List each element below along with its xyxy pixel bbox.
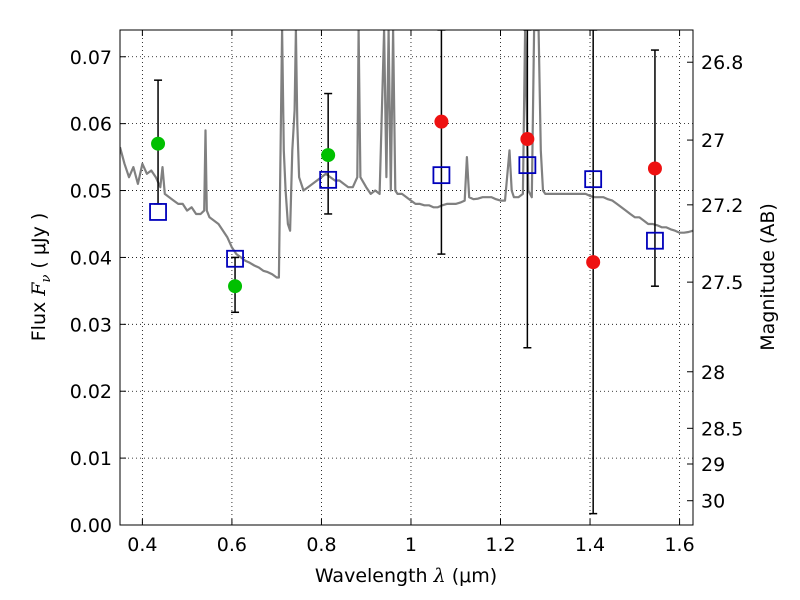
y-tick-label: 0.00	[70, 515, 112, 537]
y2-tick-label: 27	[701, 130, 725, 152]
data-point-circle	[151, 136, 166, 151]
y-axis-label: Flux Fν ( μJy )	[28, 213, 54, 342]
y-tick-label: 0.04	[70, 247, 112, 269]
x-tick-label: 0.6	[217, 534, 247, 556]
x-tick-label: 0.4	[127, 534, 157, 556]
y2-tick-label: 29	[701, 454, 725, 476]
data-point-circle	[520, 132, 535, 147]
data-point-square	[518, 156, 537, 175]
y2-axis-label: Magnitude (AB)	[757, 203, 779, 351]
spectrum-line	[120, 30, 693, 279]
data-point-circle	[647, 161, 662, 176]
data-point-square	[584, 170, 603, 189]
x-tick-label: 1.2	[485, 534, 515, 556]
x-axis-label: Wavelength λ (μm)	[315, 565, 497, 587]
x-tick-label: 1	[405, 534, 417, 556]
y-tick-label: 0.03	[70, 314, 112, 336]
data-point-square	[149, 203, 167, 221]
y-tick-label: 0.01	[70, 448, 112, 470]
x-tick-label: 1.6	[664, 534, 694, 556]
plot-frame	[119, 29, 694, 526]
y2-tick-label: 28	[701, 362, 725, 384]
plot-area	[120, 30, 693, 515]
y-tick-label: 0.05	[70, 181, 112, 203]
x-tick-label: 1.4	[575, 534, 605, 556]
y-tick-label: 0.02	[70, 381, 112, 403]
axes: 0.4 0.6 0.8 1 1.2 1.4 1.6 0.00 0.01 0.02 0.03 0.04 0…	[70, 30, 743, 556]
data-point-circle	[586, 255, 601, 270]
data-point-circle	[321, 148, 336, 163]
y2-tick-label: 28.5	[701, 418, 743, 440]
data-point-square	[226, 249, 244, 268]
y2-tick-label: 30	[701, 491, 725, 513]
y2-tick-label: 26.8	[701, 52, 743, 74]
y-tick-label: 0.06	[70, 114, 112, 136]
y-tick-label: 0.07	[70, 47, 112, 69]
y2-tick-label: 27.2	[701, 195, 743, 217]
data-point-square	[646, 231, 664, 250]
data-point-circle	[228, 279, 243, 294]
y2-tick-label: 27.5	[701, 272, 743, 294]
data-point-square	[432, 166, 451, 185]
grid-lines	[120, 30, 693, 526]
data-point-square	[319, 170, 338, 189]
data-point-circle	[434, 114, 449, 129]
x-tick-label: 0.8	[306, 534, 336, 556]
